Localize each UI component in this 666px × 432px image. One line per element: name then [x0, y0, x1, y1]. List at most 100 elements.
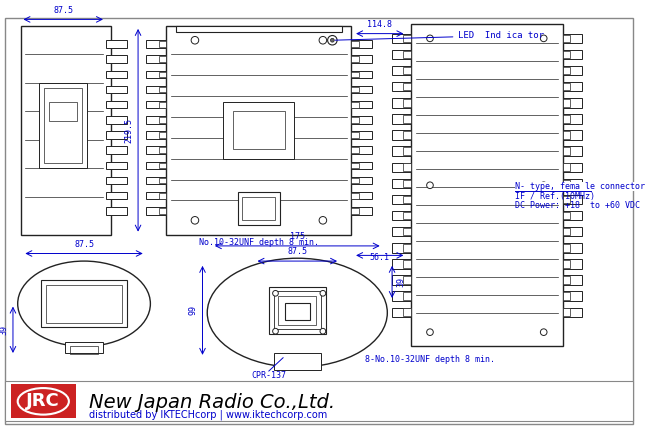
- Circle shape: [191, 216, 198, 224]
- Bar: [146, 55, 166, 63]
- Circle shape: [330, 38, 334, 42]
- Bar: [351, 178, 359, 183]
- Text: 87.5: 87.5: [53, 6, 73, 15]
- Bar: [404, 180, 411, 187]
- Bar: [404, 196, 411, 203]
- Bar: [159, 72, 166, 77]
- Text: 8-No.10-32UNF depth 8 min.: 8-No.10-32UNF depth 8 min.: [365, 356, 495, 364]
- Bar: [563, 228, 570, 235]
- Bar: [563, 308, 570, 316]
- Bar: [106, 70, 127, 78]
- Bar: [351, 131, 372, 139]
- Bar: [146, 116, 166, 124]
- Bar: [65, 342, 103, 353]
- Bar: [563, 162, 581, 172]
- Bar: [563, 35, 570, 42]
- Circle shape: [320, 290, 326, 296]
- Bar: [106, 55, 127, 63]
- Ellipse shape: [18, 261, 151, 346]
- Bar: [392, 98, 411, 108]
- Bar: [146, 101, 166, 108]
- Bar: [404, 292, 411, 300]
- Text: DC Power: +18  to +60 VDC: DC Power: +18 to +60 VDC: [515, 201, 640, 210]
- Bar: [106, 177, 127, 184]
- Bar: [563, 66, 581, 75]
- Bar: [404, 99, 411, 107]
- Text: 99: 99: [188, 305, 198, 315]
- Bar: [351, 132, 359, 138]
- Text: New Japan Radio Co.,Ltd.: New Japan Radio Co.,Ltd.: [89, 393, 335, 412]
- Bar: [21, 26, 111, 235]
- Bar: [563, 130, 581, 140]
- Bar: [223, 102, 294, 159]
- Bar: [159, 87, 166, 92]
- Bar: [392, 227, 411, 236]
- Bar: [392, 211, 411, 220]
- Bar: [106, 207, 127, 215]
- Bar: [392, 114, 411, 124]
- Bar: [404, 212, 411, 219]
- Bar: [278, 296, 316, 324]
- Circle shape: [540, 329, 547, 336]
- Bar: [563, 114, 581, 124]
- Bar: [159, 178, 166, 183]
- Bar: [563, 34, 581, 43]
- Bar: [563, 82, 581, 92]
- Bar: [159, 162, 166, 168]
- Bar: [563, 243, 581, 253]
- Circle shape: [540, 35, 547, 41]
- Bar: [146, 192, 166, 200]
- Bar: [44, 88, 82, 163]
- Circle shape: [272, 290, 278, 296]
- Bar: [351, 117, 359, 123]
- Text: 114.8: 114.8: [367, 20, 392, 29]
- Bar: [166, 26, 351, 235]
- Bar: [351, 102, 359, 108]
- Bar: [563, 259, 581, 269]
- Bar: [404, 51, 411, 58]
- Bar: [238, 192, 280, 225]
- Bar: [563, 308, 581, 317]
- Bar: [563, 115, 570, 123]
- Bar: [146, 131, 166, 139]
- Bar: [146, 40, 166, 48]
- Text: 39: 39: [0, 325, 8, 335]
- Bar: [351, 70, 372, 78]
- Bar: [274, 292, 321, 329]
- Bar: [106, 146, 127, 154]
- Bar: [351, 147, 359, 153]
- Bar: [563, 163, 570, 171]
- Bar: [351, 207, 372, 215]
- Bar: [351, 87, 359, 92]
- Bar: [269, 287, 326, 334]
- Bar: [146, 70, 166, 78]
- Bar: [563, 244, 570, 251]
- Bar: [146, 86, 166, 93]
- Bar: [563, 98, 581, 108]
- Bar: [106, 192, 127, 200]
- Text: N- type, fema le connector: N- type, fema le connector: [515, 182, 645, 191]
- Bar: [563, 131, 570, 139]
- Bar: [351, 116, 372, 124]
- Bar: [404, 147, 411, 155]
- Bar: [563, 83, 570, 90]
- Text: 87.5: 87.5: [287, 248, 307, 256]
- Bar: [351, 162, 359, 168]
- Text: CPR-137: CPR-137: [251, 371, 286, 380]
- Bar: [46, 285, 122, 323]
- Bar: [392, 259, 411, 269]
- Text: 175: 175: [290, 232, 305, 241]
- Bar: [563, 292, 570, 300]
- Circle shape: [328, 35, 337, 45]
- Bar: [392, 146, 411, 156]
- Text: 87.5: 87.5: [74, 240, 94, 249]
- Bar: [351, 72, 359, 77]
- Bar: [563, 211, 581, 220]
- Bar: [159, 102, 166, 108]
- Bar: [392, 82, 411, 92]
- Bar: [392, 130, 411, 140]
- Bar: [404, 308, 411, 316]
- Bar: [563, 51, 570, 58]
- Text: 39: 39: [397, 277, 406, 287]
- Bar: [392, 50, 411, 59]
